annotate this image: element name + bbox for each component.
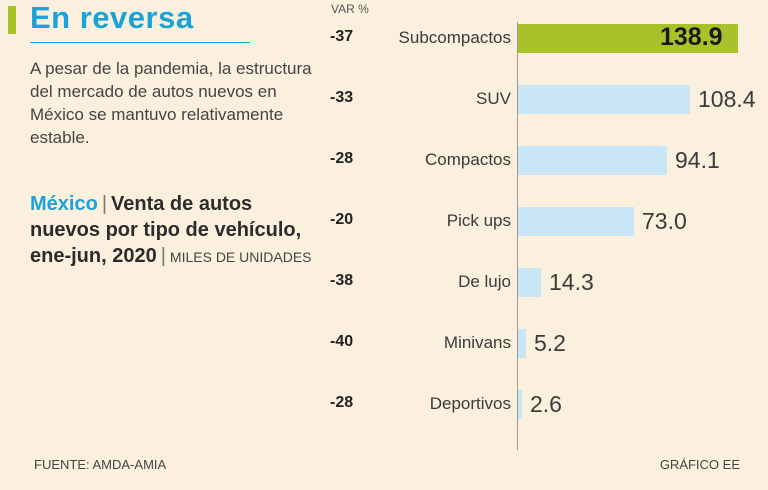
var-pct-value: -28 bbox=[330, 150, 354, 167]
bar bbox=[518, 207, 634, 236]
category-label: Minivans bbox=[443, 333, 511, 352]
var-pct-value: -38 bbox=[330, 272, 354, 289]
title-accent-bar bbox=[8, 6, 16, 34]
category-label: SUV bbox=[476, 89, 511, 108]
bar bbox=[518, 85, 690, 114]
bar-value-label: 94.1 bbox=[675, 147, 720, 173]
chart-subtitle: México | Venta de autos nuevos por tipo de… bbox=[30, 191, 320, 270]
category-label: Deportivos bbox=[429, 394, 511, 413]
category-label: Pick ups bbox=[446, 211, 511, 230]
subtitle-divider: | bbox=[101, 193, 108, 215]
description: A pesar de la pandemia, la estructura de… bbox=[30, 59, 312, 147]
var-pct-value: -33 bbox=[330, 89, 354, 106]
bar-value-label: 2.6 bbox=[530, 391, 562, 417]
var-pct-value: -37 bbox=[330, 28, 354, 45]
bar bbox=[518, 390, 522, 419]
source-note: FUENTE: AMDA-AMIA bbox=[34, 457, 167, 472]
bar bbox=[518, 268, 541, 297]
chart-axis-line bbox=[517, 22, 518, 450]
subtitle-text: Venta de autos nuevos por tipo de vehícu… bbox=[30, 193, 302, 267]
bar-value-label: 5.2 bbox=[534, 330, 566, 356]
category-label: Subcompactos bbox=[398, 28, 511, 47]
bar bbox=[518, 329, 526, 358]
bar-value-label: 138.9 bbox=[660, 23, 723, 51]
subtitle-country: México bbox=[30, 193, 98, 215]
bar-value-label: 14.3 bbox=[549, 269, 594, 295]
units-divider: | bbox=[160, 245, 166, 267]
page-title: En reversa bbox=[30, 0, 194, 35]
bar-value-label: 73.0 bbox=[642, 208, 687, 234]
subtitle-units: MILES DE UNIDADES bbox=[169, 249, 312, 265]
graphic-credit: GRÁFICO EE bbox=[659, 457, 740, 472]
var-pct-value: -20 bbox=[330, 211, 354, 228]
var-column-header: VAR % bbox=[331, 2, 369, 16]
bar-value-label: 108.4 bbox=[698, 86, 756, 112]
bar bbox=[518, 24, 738, 53]
var-pct-value: -28 bbox=[330, 394, 354, 411]
title-underline bbox=[30, 42, 250, 43]
category-label: De lujo bbox=[458, 272, 511, 291]
category-label: Compactos bbox=[425, 150, 511, 169]
bar bbox=[518, 146, 667, 175]
var-pct-value: -40 bbox=[330, 333, 354, 350]
